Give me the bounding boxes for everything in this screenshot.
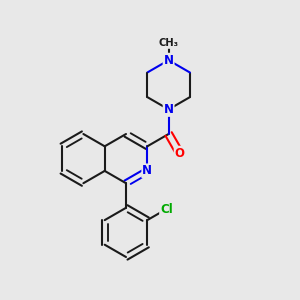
Text: CH₃: CH₃ (159, 38, 178, 48)
Text: N: N (142, 164, 152, 177)
Text: N: N (164, 103, 174, 116)
Text: Cl: Cl (160, 202, 173, 215)
Text: N: N (164, 54, 174, 67)
Text: O: O (175, 147, 185, 160)
